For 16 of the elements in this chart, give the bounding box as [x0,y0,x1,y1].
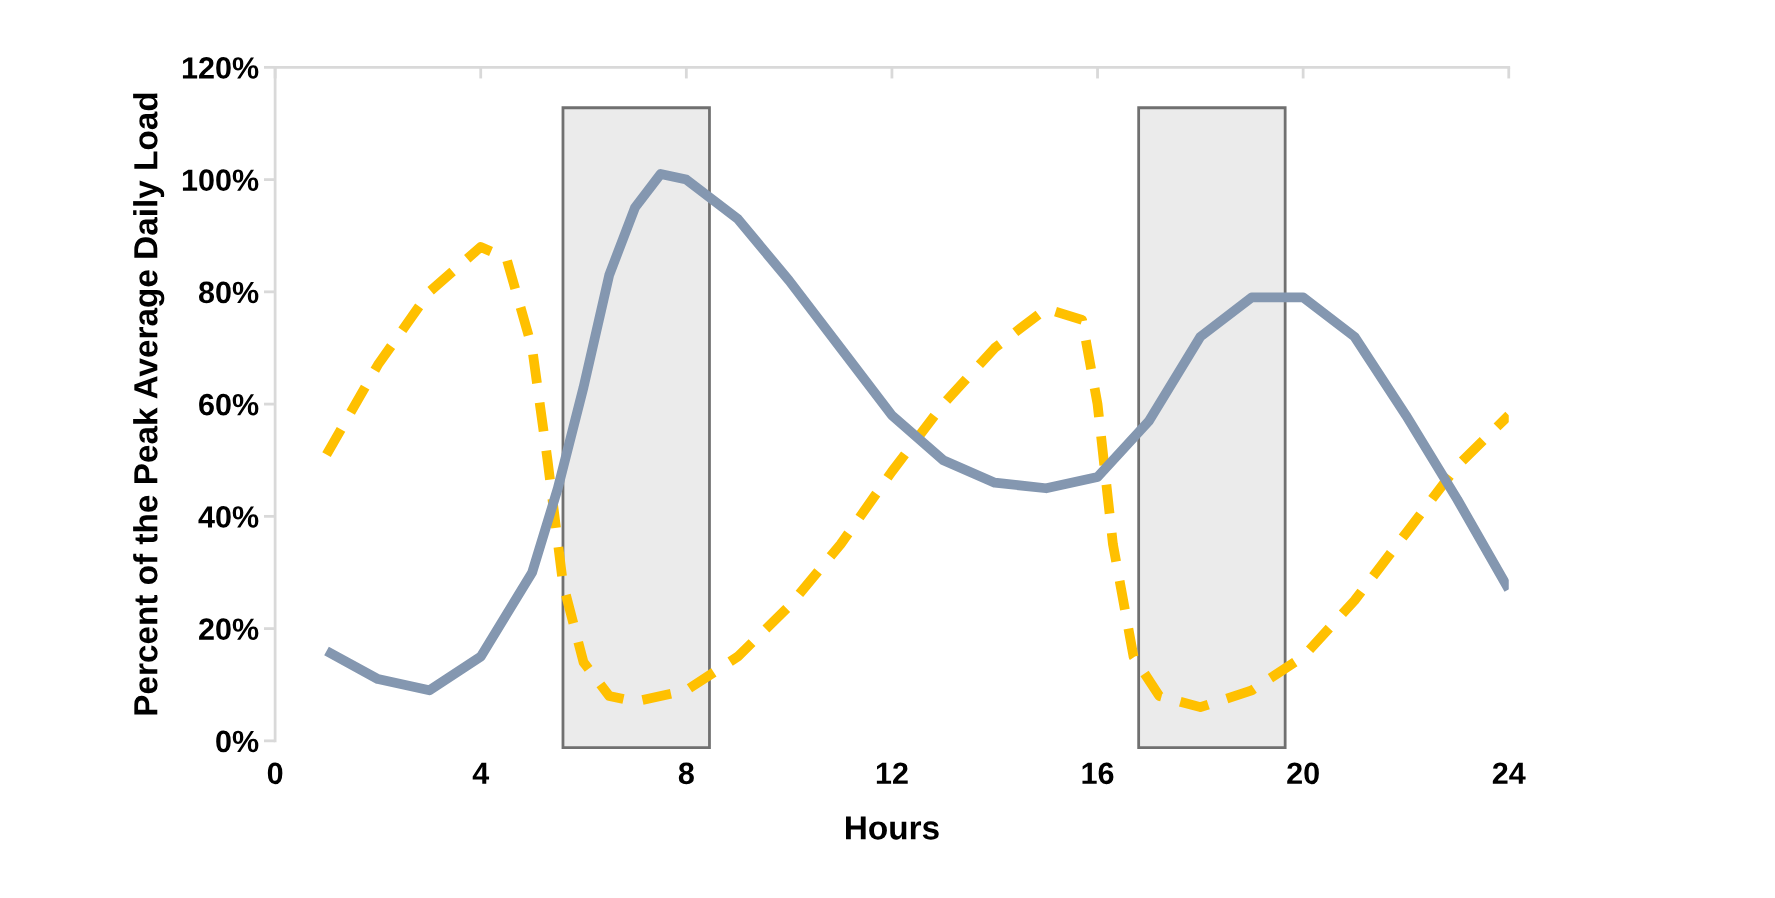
y-axis-title: Percent of the Peak Average Daily Load [133,93,165,715]
x-tick-label: 12 [876,762,908,784]
y-tick-label: 120% [182,57,259,79]
y-tick-label: 20% [199,618,259,640]
x-tick-label: 24 [1492,762,1526,784]
y-tick-label: 0% [216,730,259,753]
x-tick-label: 20 [1287,762,1319,785]
x-tick-label: 0 [267,762,283,785]
y-tick-label: 40% [198,506,259,528]
y-tick-label: 100% [182,169,259,191]
y-tick-label: 60% [199,393,259,416]
y-tick-label: 80% [198,281,259,304]
x-tick-label: 16 [1082,762,1114,785]
x-tick-label: 8 [678,762,694,785]
x-axis-title: Hours [846,816,939,840]
x-tick-label: 4 [472,762,490,784]
